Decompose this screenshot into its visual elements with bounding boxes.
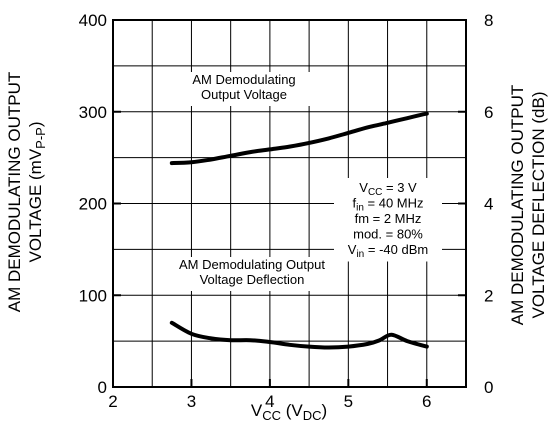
y-right-tick-label: 8 — [484, 11, 493, 30]
conditions-background — [334, 178, 442, 262]
y-right-tick-label: 2 — [484, 286, 493, 305]
series-1-label-background — [173, 72, 315, 106]
x-tick-label: 4 — [265, 392, 274, 411]
series-line-2 — [169, 320, 429, 350]
series-1-label-line: AM Demodulating — [192, 72, 295, 87]
condition-line: fm = 2 MHz — [355, 211, 422, 226]
y-right-axis-title-line1: AM DEMODULATING OUTPUT — [508, 85, 527, 326]
y-right-tick-label: 4 — [484, 195, 493, 214]
y-left-tick-label: 400 — [79, 11, 107, 30]
condition-line: VCC = 3 V — [359, 180, 417, 198]
y-left-tick-label: 200 — [79, 195, 107, 214]
y-right-axis-title-line2: VOLTAGE DEFLECTION (dB) — [529, 91, 548, 318]
x-axis-title: VCC (VDC) — [251, 401, 327, 423]
y-left-tick-label: 0 — [98, 378, 107, 397]
x-tick-label: 5 — [344, 392, 353, 411]
x-tick-label: 2 — [108, 392, 117, 411]
series-2-label-background — [159, 257, 345, 291]
y-left-axis-title-line1: AM DEMODULATING OUTPUT — [5, 72, 24, 313]
y-left-tick-label: 300 — [79, 103, 107, 122]
series-2-label-line: Voltage Deflection — [200, 272, 305, 287]
series-layer — [169, 111, 429, 350]
y-right-tick-label: 6 — [484, 103, 493, 122]
x-tick-label: 6 — [422, 392, 431, 411]
y-right-tick-label: 0 — [484, 378, 493, 397]
condition-line: fin = 40 MHz — [352, 196, 423, 214]
condition-line: mod. = 80% — [353, 227, 423, 242]
y-left-tick-label: 100 — [79, 286, 107, 305]
series-1-label-line: Output Voltage — [201, 87, 287, 102]
y-left-axis-title-line2: VOLTAGE (mVP-P) — [26, 121, 48, 262]
x-tick-label: 3 — [187, 392, 196, 411]
condition-line: Vin = -40 dBm — [348, 242, 428, 260]
series-line-1 — [169, 111, 429, 166]
series-2-label-line: AM Demodulating Output — [179, 257, 325, 272]
